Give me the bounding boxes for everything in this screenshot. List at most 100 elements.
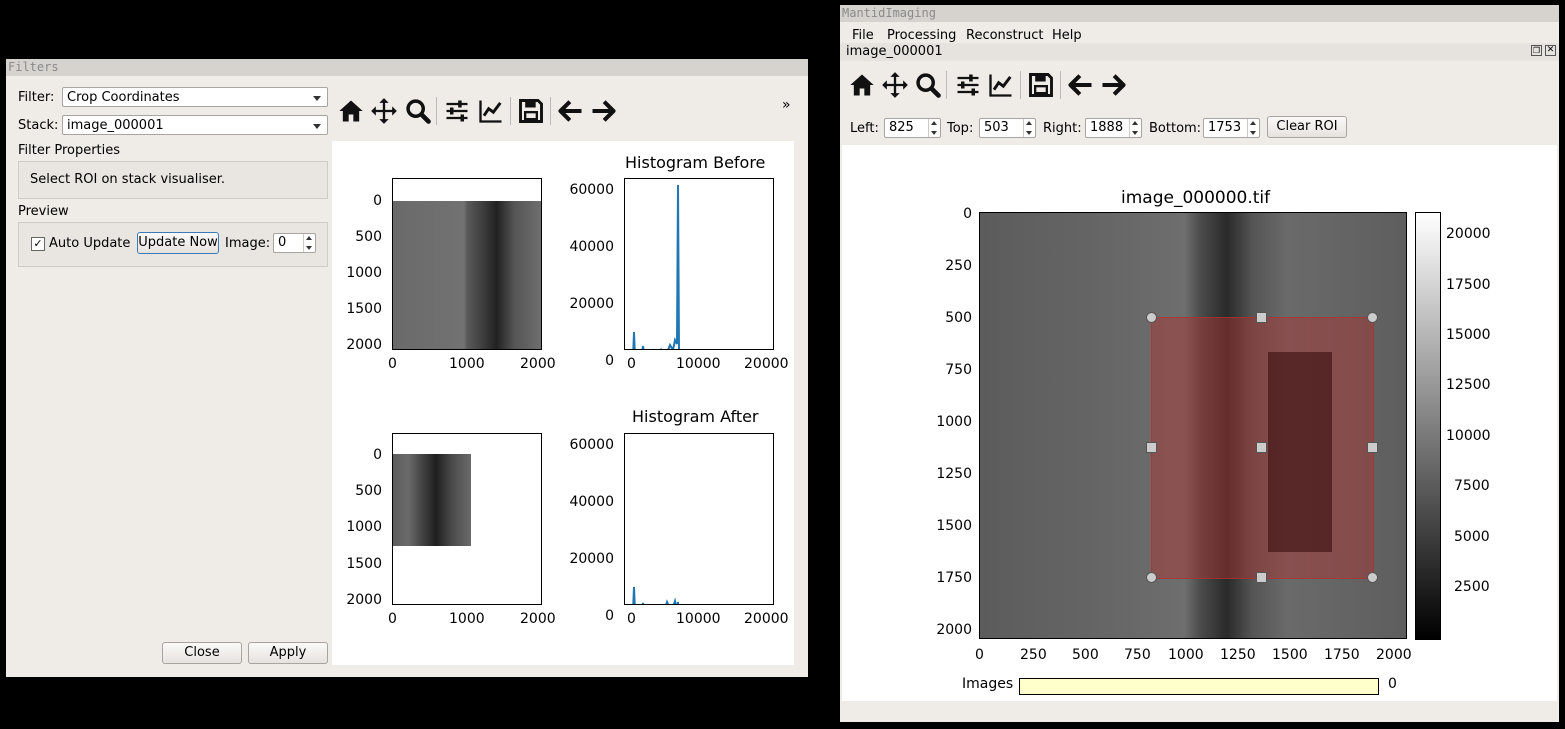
- zoom-icon[interactable]: [404, 97, 432, 125]
- images-slider[interactable]: [1019, 678, 1379, 695]
- ytick: 2000: [936, 622, 972, 638]
- configure-icon[interactable]: [443, 97, 471, 125]
- filter-label: Filter:: [18, 90, 55, 105]
- preview-label: Preview: [18, 204, 69, 219]
- clear-roi-button[interactable]: Clear ROI: [1267, 116, 1347, 138]
- ytick: 1250: [936, 466, 972, 482]
- colorbar-tick: 12500: [1446, 377, 1491, 393]
- menu-file[interactable]: File: [852, 28, 874, 43]
- xtick: 750: [1124, 647, 1151, 663]
- roi-top-label: Top:: [947, 121, 974, 136]
- roi-handle[interactable]: [1367, 312, 1378, 323]
- spin-arrows-icon[interactable]: [303, 234, 315, 252]
- menu-help[interactable]: Help: [1052, 28, 1082, 43]
- dock-float-icon[interactable]: ❐: [1531, 45, 1542, 56]
- configure-icon[interactable]: [954, 71, 982, 99]
- xtick: 1000: [449, 611, 485, 627]
- colorbar: [1415, 212, 1441, 640]
- ytick: 750: [945, 362, 972, 378]
- forward-icon[interactable]: [589, 97, 617, 125]
- hist-before-line: [631, 184, 773, 363]
- dock-close-icon[interactable]: ✕: [1545, 45, 1556, 56]
- xtick: 250: [1020, 647, 1047, 663]
- roi-bottom-label: Bottom:: [1149, 121, 1202, 136]
- roi-top-value: 503: [984, 120, 1009, 135]
- ytick: 1500: [346, 301, 382, 317]
- pan-icon[interactable]: [881, 71, 909, 99]
- hist-before-title: Histogram Before: [625, 153, 766, 172]
- roi-handle[interactable]: [1256, 572, 1267, 583]
- back-icon[interactable]: [1067, 71, 1095, 99]
- menu-processing[interactable]: Processing: [887, 28, 957, 43]
- roi-left-value: 825: [889, 120, 914, 135]
- roi-handle[interactable]: [1146, 572, 1157, 583]
- auto-update-label: Auto Update: [49, 236, 131, 251]
- ytick: 500: [355, 229, 382, 245]
- roi-handle[interactable]: [1367, 572, 1378, 583]
- spin-arrows-icon[interactable]: [1129, 119, 1141, 137]
- spin-arrows-icon[interactable]: [1023, 119, 1035, 137]
- roi-handle[interactable]: [1367, 442, 1378, 453]
- ytick: 1000: [346, 265, 382, 281]
- save-icon[interactable]: [517, 97, 545, 125]
- main-window: MantidImaging File Processing Reconstruc…: [840, 5, 1559, 722]
- roi-right-label: Right:: [1043, 121, 1082, 136]
- forward-icon[interactable]: [1099, 71, 1127, 99]
- roi-handle[interactable]: [1146, 312, 1157, 323]
- ytick: 60000: [569, 182, 614, 198]
- home-icon[interactable]: [848, 71, 876, 99]
- ytick: 1000: [936, 414, 972, 430]
- stack-visualiser-canvas: image_000000.tif 0 250 500 750 1000 1250…: [842, 145, 1557, 701]
- ytick: 0: [963, 206, 972, 222]
- back-icon[interactable]: [557, 97, 585, 125]
- image-after-axes: [392, 433, 542, 605]
- roi-handle[interactable]: [1256, 442, 1267, 453]
- colorbar-tick: 10000: [1446, 428, 1491, 444]
- hist-after-axes: [624, 433, 774, 617]
- apply-button[interactable]: Apply: [248, 642, 328, 664]
- ytick: 0: [373, 193, 382, 209]
- save-icon[interactable]: [1027, 71, 1055, 99]
- image-before: [393, 201, 541, 349]
- menu-reconstruct[interactable]: Reconstruct: [966, 28, 1044, 43]
- stack-combobox[interactable]: image_000001: [62, 115, 328, 135]
- roi-handle[interactable]: [1256, 312, 1267, 323]
- edit-curves-icon[interactable]: [477, 97, 505, 125]
- xtick: 10000: [676, 611, 721, 627]
- close-button[interactable]: Close: [162, 642, 242, 664]
- xtick: 1000: [449, 356, 485, 372]
- spin-arrows-icon[interactable]: [928, 119, 940, 137]
- filter-combobox[interactable]: Crop Coordinates: [62, 87, 328, 107]
- colorbar-tick: 2500: [1454, 579, 1490, 595]
- xtick: 1000: [1168, 647, 1204, 663]
- pan-icon[interactable]: [370, 97, 398, 125]
- toolbar-overflow-button[interactable]: »: [782, 97, 791, 113]
- auto-update-checkbox[interactable]: ✓: [31, 237, 45, 251]
- toolbar-separator: [1060, 71, 1061, 99]
- xtick: 0: [388, 611, 397, 627]
- update-now-button[interactable]: Update Now: [137, 232, 219, 254]
- xtick: 0: [627, 611, 636, 627]
- roi-hint-text: Select ROI on stack visualiser.: [30, 172, 225, 187]
- stack-image: [980, 213, 1406, 638]
- filter-properties-group: Select ROI on stack visualiser.: [18, 161, 328, 199]
- home-icon[interactable]: [337, 97, 365, 125]
- image-index-label: Image:: [225, 236, 271, 251]
- colorbar-tick: 15000: [1446, 327, 1491, 343]
- colorbar-tick: 20000: [1446, 226, 1491, 242]
- zoom-icon[interactable]: [914, 71, 942, 99]
- edit-curves-icon[interactable]: [987, 71, 1015, 99]
- filter-combobox-value: Crop Coordinates: [67, 90, 180, 105]
- spin-arrows-icon[interactable]: [1247, 119, 1259, 137]
- ytick: 0: [605, 608, 614, 624]
- roi-left-spinbox[interactable]: 825: [884, 118, 941, 138]
- xtick: 2000: [520, 611, 556, 627]
- roi-top-spinbox[interactable]: 503: [979, 118, 1036, 138]
- roi-right-spinbox[interactable]: 1888: [1085, 118, 1142, 138]
- roi-handle[interactable]: [1146, 442, 1157, 453]
- image-index-spinbox[interactable]: 0: [273, 233, 316, 253]
- roi-bottom-spinbox[interactable]: 1753: [1203, 118, 1260, 138]
- image-axes[interactable]: [979, 212, 1407, 639]
- roi-bottom-value: 1753: [1208, 120, 1242, 135]
- colorbar-tick: 17500: [1446, 277, 1491, 293]
